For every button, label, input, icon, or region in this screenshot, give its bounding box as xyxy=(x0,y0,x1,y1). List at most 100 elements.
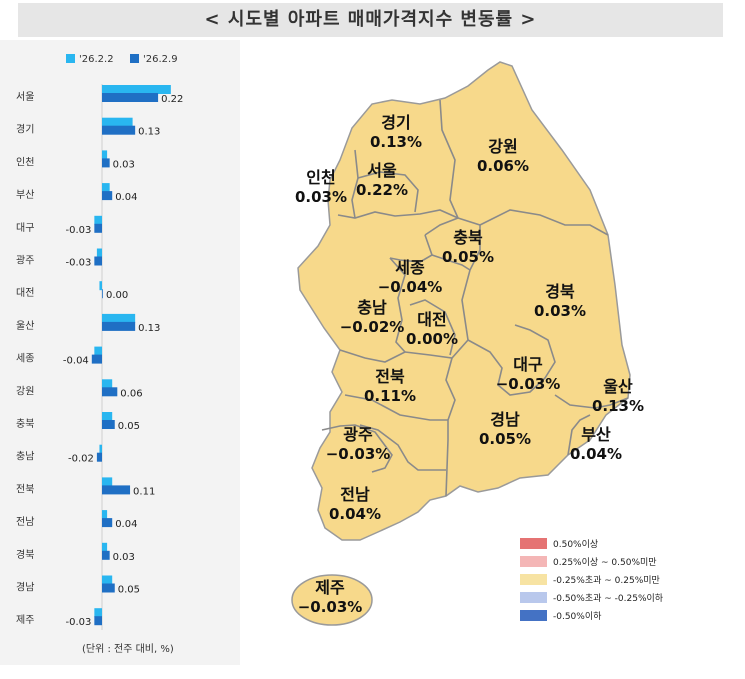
map-legend-label: -0.50%초과 ~ -0.25%이하 xyxy=(553,593,664,604)
value-label: -0.02 xyxy=(68,454,94,465)
bar-prev xyxy=(102,575,113,585)
bar-curr xyxy=(102,93,159,102)
value-label: 0.05 xyxy=(118,585,140,596)
map-legend-label: 0.25%이상 ~ 0.50%미만 xyxy=(553,557,657,568)
bar-curr xyxy=(102,289,103,299)
map-legend-label: 0.50%이상 xyxy=(553,539,598,550)
bar-curr xyxy=(96,452,102,462)
region-name: 서울 xyxy=(367,161,397,180)
bar-chart-panel xyxy=(0,40,240,665)
bar-curr xyxy=(102,158,110,168)
region-value: 0.13% xyxy=(592,397,644,415)
bar-curr xyxy=(102,125,136,135)
korea-map xyxy=(291,61,631,626)
region-value: 0.06% xyxy=(477,157,529,175)
region-value: 0.04% xyxy=(329,505,381,523)
region-name: 전남 xyxy=(340,485,370,504)
bar-curr xyxy=(102,387,118,397)
category-label: 인천 xyxy=(16,156,34,168)
region-value: −0.03% xyxy=(326,445,391,463)
region-name: 강원 xyxy=(488,137,517,156)
category-label: 충남 xyxy=(16,451,34,463)
region-name: 인천 xyxy=(306,168,335,187)
bar-curr xyxy=(102,518,113,528)
region-name: 경북 xyxy=(545,282,575,301)
bar-prev xyxy=(102,477,113,487)
bar-curr xyxy=(102,420,115,429)
region-name: 경남 xyxy=(490,410,520,429)
bar-prev xyxy=(102,183,110,193)
value-label: 0.03 xyxy=(113,552,135,563)
region-name: 충북 xyxy=(453,228,483,247)
title-bar: < 시도별 아파트 매매가격지수 변동률 > xyxy=(18,3,723,37)
category-label: 대구 xyxy=(16,222,34,234)
chart-title: < 시도별 아파트 매매가격지수 변동률 > xyxy=(204,9,537,30)
category-label: 광주 xyxy=(16,255,34,267)
bar-prev xyxy=(102,150,108,160)
value-label: 0.22 xyxy=(161,94,183,105)
map-legend-swatch xyxy=(520,538,547,549)
bar-prev xyxy=(99,281,102,291)
bar-curr xyxy=(91,354,102,364)
bar-prev xyxy=(94,346,102,356)
category-label: 경북 xyxy=(16,548,34,561)
bar-curr xyxy=(94,223,102,233)
bar-prev xyxy=(102,542,108,552)
region-value: −0.04% xyxy=(378,278,443,296)
unit-note: (단위 : 전주 대비, %) xyxy=(82,644,174,655)
value-label: -0.03 xyxy=(65,258,91,269)
region-value: 0.05% xyxy=(479,430,531,448)
legend-label: '26.2.2 xyxy=(79,54,114,65)
legend-swatch xyxy=(130,54,139,63)
category-label: 울산 xyxy=(16,320,34,332)
value-label: -0.04 xyxy=(63,356,89,367)
region-value: 0.13% xyxy=(370,133,422,151)
region-value: 0.03% xyxy=(534,302,586,320)
bar-prev xyxy=(99,444,102,454)
region-value: 0.22% xyxy=(356,181,408,199)
region-value: −0.03% xyxy=(298,598,363,616)
value-label: -0.03 xyxy=(65,617,91,628)
bar-prev xyxy=(94,608,102,618)
map-legend: 0.50%이상 0.25%이상 ~ 0.50%미만 -0.25%초과 ~ 0.25%… xyxy=(520,538,664,622)
bar-prev xyxy=(102,85,171,94)
bar-prev xyxy=(102,313,136,323)
bar-curr xyxy=(102,191,113,201)
map-legend-swatch xyxy=(520,592,547,603)
bar-curr xyxy=(94,256,102,266)
category-label: 부산 xyxy=(16,189,34,201)
region-value: 0.04% xyxy=(570,445,622,463)
map-jeju xyxy=(291,574,373,626)
region-value: 0.05% xyxy=(442,248,494,266)
value-label: 0.04 xyxy=(115,192,137,203)
legend-label: '26.2.9 xyxy=(143,54,178,65)
region-name: 경기 xyxy=(381,113,410,132)
region-name: 전북 xyxy=(375,367,405,386)
category-label: 경기 xyxy=(16,123,34,136)
region-name: 대구 xyxy=(513,355,543,374)
region-name: 제주 xyxy=(315,578,345,597)
bar-prev xyxy=(94,215,102,225)
bar-curr xyxy=(102,550,110,560)
category-label: 대전 xyxy=(16,287,34,299)
map-legend-swatch xyxy=(520,574,547,585)
bar-prev xyxy=(102,379,113,389)
category-label: 경남 xyxy=(16,581,34,594)
map-legend-label: -0.50%이하 xyxy=(553,611,602,622)
region-value: −0.03% xyxy=(496,375,561,393)
bar-prev xyxy=(102,510,108,520)
region-value: 0.11% xyxy=(364,387,416,405)
bar-prev xyxy=(102,412,113,421)
region-value: −0.02% xyxy=(340,318,405,336)
map-mainland xyxy=(297,61,631,541)
legend-swatch xyxy=(66,54,75,63)
category-label: 서울 xyxy=(16,91,34,103)
value-label: 0.04 xyxy=(115,519,137,530)
bar-chart: 서울 0.22 경기 0.13 인천 0.03 부산 0.04 대구 -0.03 광주 -0.03 대전… xyxy=(16,84,183,630)
bar-legend: '26.2.2 '26.2.9 xyxy=(66,54,178,65)
value-label: 0.05 xyxy=(118,421,140,432)
region-name: 대전 xyxy=(417,310,446,329)
value-label: 0.00 xyxy=(106,290,128,301)
bar-curr xyxy=(102,485,131,495)
